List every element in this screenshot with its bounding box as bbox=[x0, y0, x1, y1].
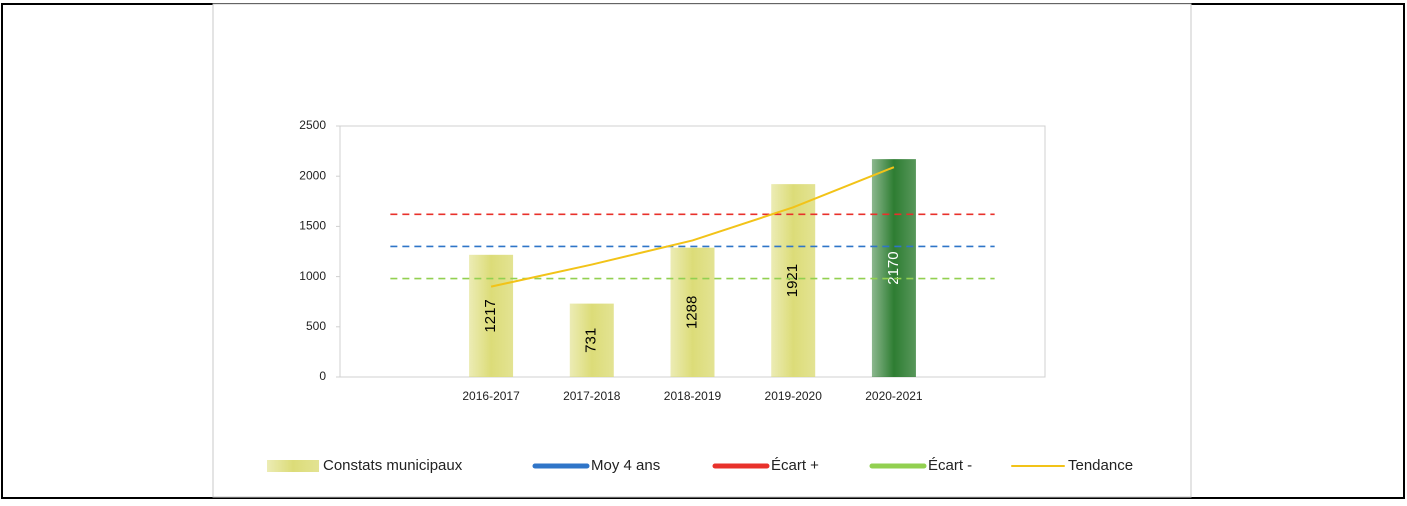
x-tick-label: 2020-2021 bbox=[865, 389, 923, 403]
x-tick-label: 2018-2019 bbox=[664, 389, 722, 403]
x-tick-label: 2016-2017 bbox=[462, 389, 520, 403]
data-label: 2170 bbox=[885, 251, 902, 284]
bar bbox=[569, 303, 614, 377]
legend-label: Moy 4 ans bbox=[591, 457, 660, 474]
y-tick-label: 1000 bbox=[299, 269, 326, 283]
legend-label: Constats municipaux bbox=[323, 457, 463, 474]
chart: 0 500 1000 1500 2000 2500 2016-2017 2017-2018 20… bbox=[267, 118, 1133, 474]
data-label: 1921 bbox=[784, 264, 801, 297]
line bbox=[490, 166, 895, 288]
data-label: 1217 bbox=[482, 299, 499, 332]
bar bbox=[871, 159, 916, 377]
legend-swatch bbox=[267, 460, 319, 472]
legend-label: Écart + bbox=[771, 457, 819, 474]
bar bbox=[670, 247, 715, 377]
data-label: 731 bbox=[583, 328, 600, 353]
y-tick-label: 0 bbox=[319, 369, 326, 383]
data-label: 1288 bbox=[683, 296, 700, 329]
y-tick-label: 2500 bbox=[299, 118, 326, 132]
legend-label: Écart - bbox=[928, 457, 972, 474]
y-tick-label: 2000 bbox=[299, 168, 326, 182]
y-tick-label: 1500 bbox=[299, 219, 326, 233]
y-tick-label: 500 bbox=[306, 319, 326, 333]
x-tick-label: 2017-2018 bbox=[563, 389, 621, 403]
bar bbox=[469, 254, 514, 377]
x-tick-label: 2019-2020 bbox=[765, 389, 823, 403]
legend-label: Tendance bbox=[1068, 457, 1133, 474]
bar bbox=[771, 184, 816, 377]
